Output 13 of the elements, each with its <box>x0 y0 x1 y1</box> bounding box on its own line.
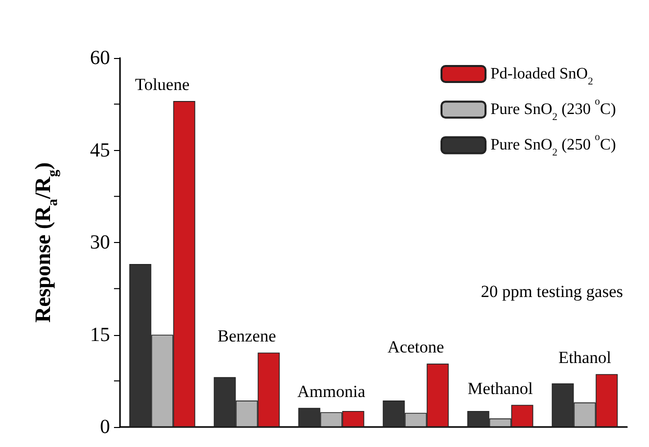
y-axis-title: Response (Ra/Rg) <box>30 162 61 323</box>
x-tick-label: Methanol <box>468 378 534 398</box>
x-tick-label: Ethanol <box>558 348 612 368</box>
annotation: 20 ppm testing gases <box>480 282 624 301</box>
x-tick-label: Ammonia <box>297 382 366 401</box>
x-tick-label: Acetone <box>387 338 444 357</box>
y-tick-label: 30 <box>90 232 110 254</box>
y-tick-label: 60 <box>90 47 110 69</box>
x-tick-label: Toluene <box>134 75 190 94</box>
y-tick-label: 15 <box>90 324 110 346</box>
x-tick-label: Benzene <box>217 326 276 346</box>
y-tick-label: 0 <box>100 416 110 438</box>
y-tick-label: 45 <box>90 139 110 162</box>
